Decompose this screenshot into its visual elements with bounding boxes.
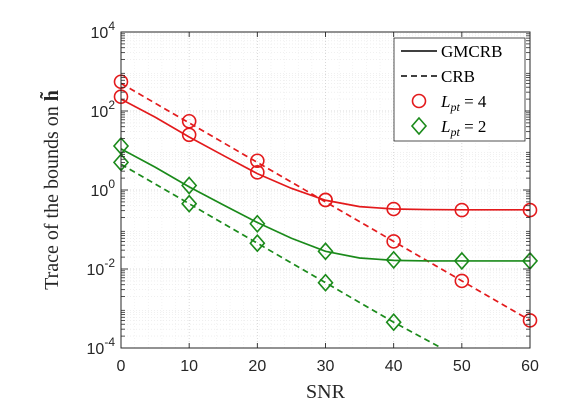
x-tick-label: 40 xyxy=(385,358,403,375)
legend-lpt4-rest: = 4 xyxy=(460,92,487,111)
x-tick-label: 20 xyxy=(248,358,266,375)
x-tick-label: 10 xyxy=(180,358,198,375)
marker-gmcrb-lpt4 xyxy=(386,201,401,217)
legend-lpt2-rest: = 2 xyxy=(460,117,487,136)
marker-gmcrb-lpt4 xyxy=(454,202,470,218)
legend-lpt4-marker xyxy=(411,93,427,109)
x-tick-label: 50 xyxy=(453,358,471,375)
x-tick-label: 60 xyxy=(521,358,539,375)
y-tick-label-exponent: 0 xyxy=(108,177,115,191)
marker-crb-lpt2 xyxy=(385,312,402,332)
series-line-gmcrb-lpt4 xyxy=(121,98,530,211)
y-tick-label-base: 10 xyxy=(87,262,105,279)
marker-crb-lpt4 xyxy=(386,234,401,249)
marker-crb-lpt2 xyxy=(317,273,334,292)
y-tick-label-base: 10 xyxy=(91,25,109,42)
y-tick-label: 104 xyxy=(91,19,116,42)
marker-gmcrb-lpt4 xyxy=(250,165,265,180)
legend-lpt4-label: Lpt = 4 xyxy=(440,92,487,114)
y-tick-label-base: 10 xyxy=(91,104,109,121)
series-line-gmcrb-lpt2 xyxy=(121,148,530,262)
x-axis-title: SNR xyxy=(306,381,346,403)
y-axis-title-prefix: Trace of the bounds on xyxy=(41,101,63,290)
marker-gmcrb-lpt2 xyxy=(385,250,402,270)
y-tick-label-exponent: 4 xyxy=(108,19,115,33)
marker-crb-lpt4 xyxy=(181,113,197,129)
marker-gmcrb-lpt2 xyxy=(453,251,470,271)
legend-crb-label: CRB xyxy=(441,67,475,86)
legend-box xyxy=(393,37,526,142)
marker-gmcrb-lpt2 xyxy=(317,242,334,261)
marker-crb-lpt4 xyxy=(250,153,265,169)
marker-crb-lpt4 xyxy=(318,192,333,208)
legend-lpt4-main: L xyxy=(440,92,450,111)
y-tick-label-base: 10 xyxy=(91,183,109,200)
legend-lpt2-label: Lpt = 2 xyxy=(440,117,486,139)
y-tick-label: 10-2 xyxy=(87,256,116,279)
legend-lpt4-sub: pt xyxy=(449,100,460,114)
legend: GMCRB CRB Lpt = 4 Lpt = 2 xyxy=(393,37,526,142)
y-tick-label-exponent: 2 xyxy=(108,98,115,112)
legend-lpt2-marker xyxy=(410,116,428,136)
marker-gmcrb-lpt2 xyxy=(249,214,266,233)
y-tick-label: 100 xyxy=(91,177,116,200)
marker-crb-lpt2 xyxy=(181,194,198,213)
marker-crb-lpt4 xyxy=(454,273,470,289)
y-axis-title: Trace of the bounds on h̃ xyxy=(39,90,63,290)
y-tick-label: 10-4 xyxy=(87,335,116,358)
marker-gmcrb-lpt2 xyxy=(181,176,198,195)
marker-crb-lpt2 xyxy=(249,233,266,253)
series-line-crb-lpt2 xyxy=(121,163,442,348)
x-tick-label: 30 xyxy=(317,358,335,375)
y-tick-label: 102 xyxy=(91,98,116,121)
y-tick-label-exponent: -2 xyxy=(104,256,115,270)
legend-lpt2-sub: pt xyxy=(449,125,460,139)
legend-gmcrb-label: GMCRB xyxy=(441,42,502,61)
y-axis-title-symbol: h̃ xyxy=(39,90,63,101)
ticks xyxy=(120,31,531,349)
series-layer xyxy=(121,82,530,348)
legend-lpt2-main: L xyxy=(440,117,450,136)
x-tick-label: 0 xyxy=(117,358,126,375)
y-tick-label-exponent: -4 xyxy=(104,335,115,349)
series-line-crb-lpt4 xyxy=(121,82,530,322)
y-tick-label-base: 10 xyxy=(87,341,105,358)
